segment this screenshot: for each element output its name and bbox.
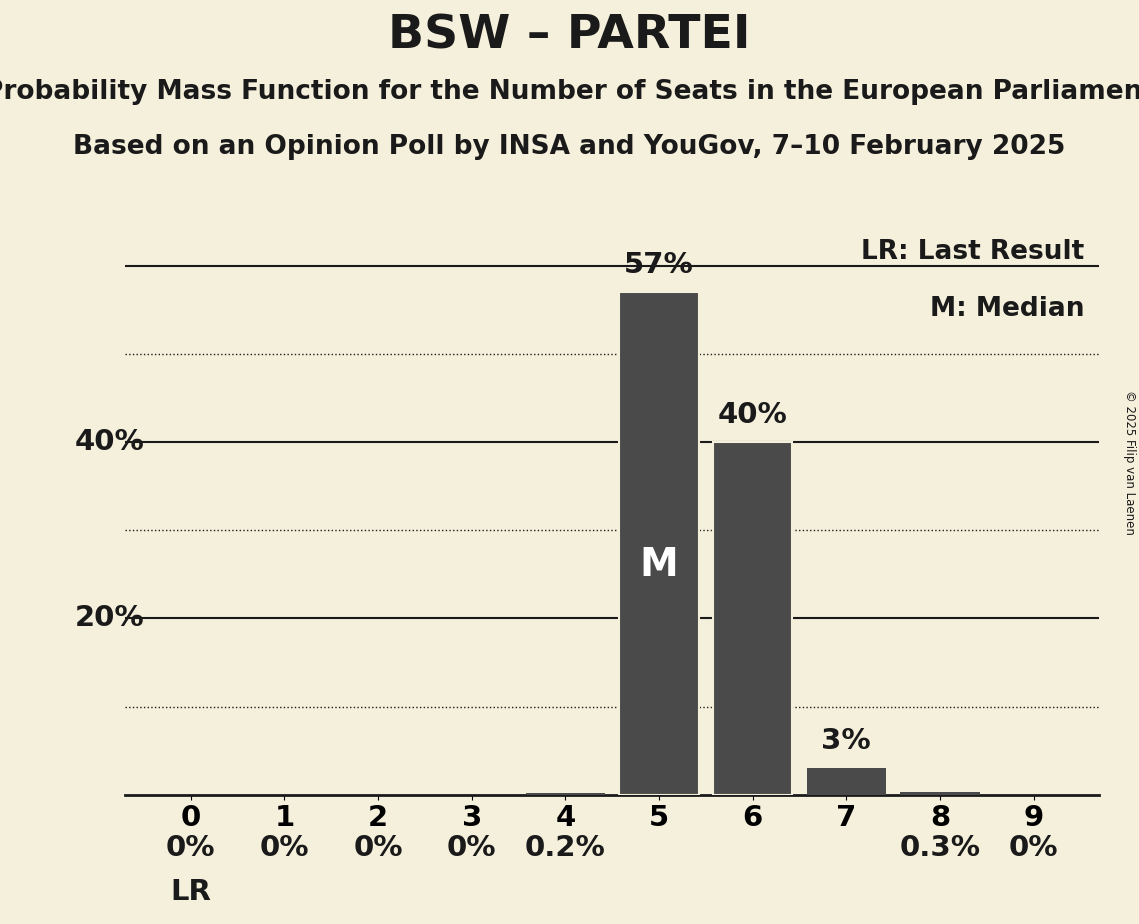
Text: Based on an Opinion Poll by INSA and YouGov, 7–10 February 2025: Based on an Opinion Poll by INSA and You… [73,134,1066,160]
Text: 0.2%: 0.2% [525,834,606,862]
Text: 3%: 3% [821,727,871,755]
Text: 20%: 20% [74,604,144,632]
Text: M: Median: M: Median [931,297,1084,322]
Text: M: M [640,546,679,585]
Text: 40%: 40% [74,428,144,456]
Text: BSW – PARTEI: BSW – PARTEI [388,14,751,59]
Bar [900,792,980,795]
Text: 0.3%: 0.3% [900,834,981,862]
Text: 0%: 0% [1009,834,1058,862]
Text: 0%: 0% [166,834,215,862]
Bar [713,442,793,795]
Text: 0%: 0% [353,834,403,862]
Text: 57%: 57% [624,251,694,279]
Bar [620,292,699,795]
Text: 0%: 0% [260,834,309,862]
Text: LR: LR [171,879,211,906]
Text: © 2025 Filip van Laenen: © 2025 Filip van Laenen [1123,390,1137,534]
Bar [525,793,605,795]
Bar [806,768,886,795]
Text: Probability Mass Function for the Number of Seats in the European Parliament: Probability Mass Function for the Number… [0,79,1139,104]
Text: LR: Last Result: LR: Last Result [861,239,1084,265]
Text: 0%: 0% [446,834,497,862]
Text: 40%: 40% [718,401,787,429]
